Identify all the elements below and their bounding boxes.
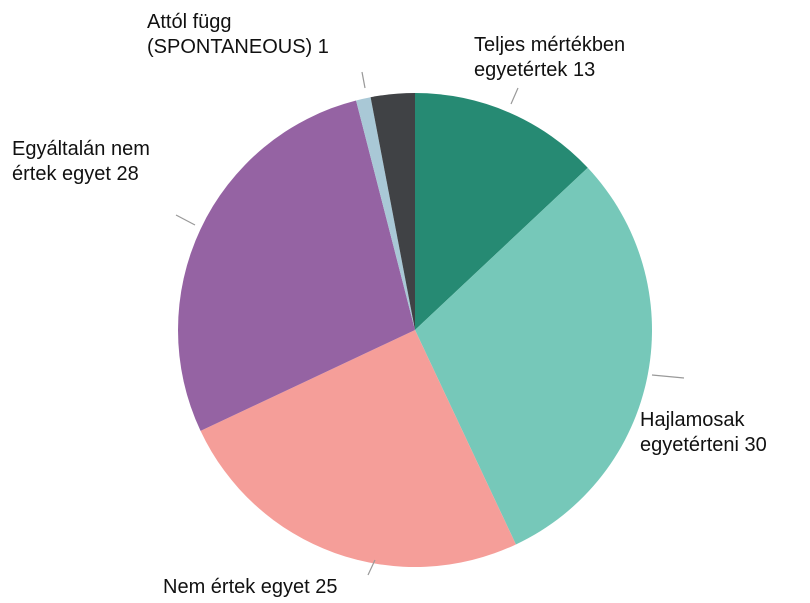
slice-label: Nem értek egyet 25 bbox=[163, 575, 463, 600]
label-value: 13 bbox=[572, 59, 596, 81]
slice-label: Egyáltalán nem értek egyet 28 bbox=[12, 137, 197, 187]
label-value: 30 bbox=[744, 434, 767, 456]
pie-slice bbox=[356, 97, 415, 330]
slice-label: Attól függ (SPONTANEOUS) 1 bbox=[147, 10, 357, 60]
label-category: Hajlamosak egyetérteni bbox=[640, 409, 745, 456]
pie-slice bbox=[177, 100, 415, 431]
pie-slice bbox=[200, 330, 516, 567]
leader-line bbox=[367, 559, 376, 576]
label-category: Teljes mértékben egyetértek bbox=[474, 34, 626, 81]
leader-line bbox=[175, 214, 196, 226]
pie-slice bbox=[370, 93, 415, 330]
pie-slice bbox=[415, 167, 652, 545]
label-category: Attól függ (SPONTANEOUS) bbox=[147, 11, 313, 58]
label-category: Nem értek egyet bbox=[163, 576, 310, 598]
label-value: 1 bbox=[317, 36, 329, 58]
label-value: 25 bbox=[315, 576, 338, 598]
slice-label: Hajlamosak egyetérteni 30 bbox=[640, 408, 810, 458]
pie-slice bbox=[415, 93, 588, 330]
slice-label: Teljes mértékben egyetértek 13 bbox=[474, 33, 694, 83]
leader-line bbox=[361, 71, 366, 89]
slices bbox=[177, 93, 652, 567]
label-category: Egyáltalán nem értek egyet bbox=[12, 138, 150, 185]
leader-line bbox=[651, 374, 685, 379]
leader-line bbox=[510, 87, 519, 105]
label-value: 28 bbox=[116, 163, 139, 185]
